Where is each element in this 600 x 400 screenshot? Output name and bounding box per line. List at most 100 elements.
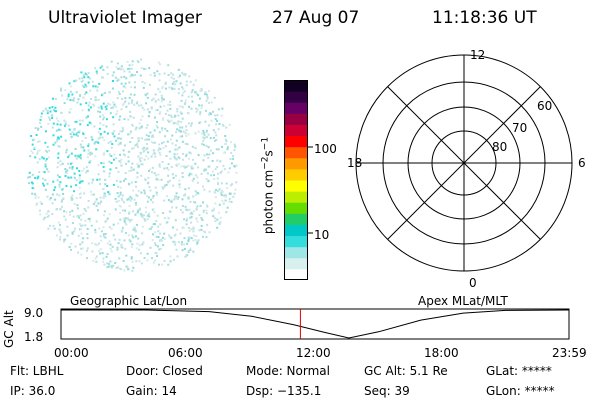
aurora-pixel — [210, 174, 213, 177]
aurora-pixel — [151, 226, 153, 228]
aurora-pixel — [42, 109, 45, 112]
aurora-pixel — [187, 112, 190, 115]
aurora-pixel — [212, 215, 215, 218]
aurora-pixel — [77, 98, 80, 101]
aurora-pixel — [130, 101, 133, 104]
aurora-pixel — [108, 213, 111, 216]
aurora-pixel — [181, 249, 184, 252]
aurora-pixel — [41, 182, 44, 185]
aurora-pixel — [55, 129, 58, 132]
aurora-pixel — [58, 194, 61, 197]
aurora-pixel — [44, 108, 47, 111]
aurora-pixel — [130, 166, 133, 169]
aurora-pixel — [153, 211, 156, 214]
aurora-pixel — [191, 89, 194, 92]
aurora-pixel — [156, 70, 159, 73]
aurora-pixel — [97, 106, 100, 109]
aurora-pixel — [127, 182, 130, 185]
aurora-pixel — [134, 201, 137, 204]
aurora-pixel — [204, 91, 207, 94]
aurora-pixel — [123, 201, 125, 204]
aurora-pixel — [139, 153, 142, 156]
aurora-pixel — [181, 135, 184, 138]
colorbar-tick-100: 100 — [314, 142, 337, 156]
aurora-pixel — [184, 101, 187, 104]
aurora-pixel — [36, 177, 39, 180]
aurora-pixel — [115, 200, 118, 203]
aurora-pixel — [114, 208, 117, 211]
aurora-pixel — [79, 143, 82, 146]
aurora-pixel — [214, 196, 217, 199]
aurora-pixel — [99, 252, 102, 255]
aurora-pixel — [137, 137, 140, 140]
aurora-pixel — [195, 207, 198, 210]
aurora-pixel — [73, 176, 76, 179]
aurora-pixel — [141, 163, 144, 166]
aurora-pixel — [94, 228, 97, 231]
aurora-pixel — [81, 241, 84, 244]
aurora-pixel — [109, 112, 112, 115]
aurora-pixel — [202, 230, 205, 233]
aurora-pixel — [110, 266, 113, 269]
aurora-pixel — [154, 251, 157, 254]
aurora-pixel — [55, 208, 58, 211]
aurora-pixel — [134, 181, 137, 183]
aurora-pixel — [161, 142, 163, 145]
aurora-pixel — [59, 129, 62, 132]
aurora-pixel — [170, 72, 173, 75]
aurora-pixel — [140, 58, 142, 61]
aurora-pixel — [89, 77, 92, 80]
aurora-pixel — [181, 140, 184, 143]
aurora-pixel — [127, 102, 130, 105]
aurora-pixel — [143, 190, 146, 193]
aurora-pixel — [124, 97, 127, 100]
aurora-pixel — [87, 153, 90, 155]
aurora-pixel — [216, 159, 219, 162]
aurora-pixel — [148, 186, 151, 188]
aurora-pixel — [224, 135, 227, 137]
aurora-pixel — [28, 182, 31, 185]
aurora-pixel — [120, 82, 123, 85]
aurora-pixel — [80, 146, 83, 149]
aurora-pixel — [153, 259, 156, 262]
aurora-pixel — [119, 267, 122, 270]
aurora-pixel — [130, 67, 133, 70]
aurora-pixel — [232, 157, 235, 160]
aurora-pixel — [93, 104, 95, 107]
aurora-pixel — [179, 209, 182, 211]
lat-label-60: 60 — [537, 99, 553, 113]
aurora-pixel — [51, 114, 54, 117]
aurora-pixel — [125, 162, 128, 165]
aurora-pixel — [55, 110, 57, 113]
aurora-pixel — [189, 152, 192, 155]
aurora-pixel — [196, 108, 199, 111]
aurora-pixel — [88, 161, 91, 164]
aurora-pixel — [194, 146, 197, 149]
aurora-pixel — [83, 76, 86, 79]
aurora-pixel — [212, 136, 215, 139]
aurora-pixel — [44, 179, 47, 182]
aurora-pixel — [78, 177, 81, 180]
aurora-pixel — [122, 102, 125, 105]
aurora-pixel — [217, 181, 220, 184]
aurora-pixel — [212, 110, 215, 113]
aurora-pixel — [197, 130, 200, 133]
aurora-pixel — [195, 174, 198, 177]
aurora-pixel — [87, 200, 90, 202]
aurora-pixel — [127, 160, 130, 163]
aurora-pixel — [141, 80, 144, 83]
aurora-pixel — [181, 204, 184, 207]
aurora-pixel — [129, 219, 132, 222]
aurora-pixel — [170, 114, 172, 117]
aurora-pixel — [181, 126, 184, 129]
aurora-pixel — [85, 171, 88, 174]
aurora-pixel — [178, 157, 181, 160]
aurora-pixel — [159, 239, 162, 241]
aurora-pixel — [94, 257, 97, 260]
aurora-pixel — [178, 129, 181, 132]
aurora-pixel — [125, 223, 128, 226]
aurora-pixel — [91, 242, 94, 245]
aurora-pixel — [134, 228, 137, 231]
aurora-pixel — [213, 96, 216, 99]
aurora-pixel — [89, 89, 92, 92]
